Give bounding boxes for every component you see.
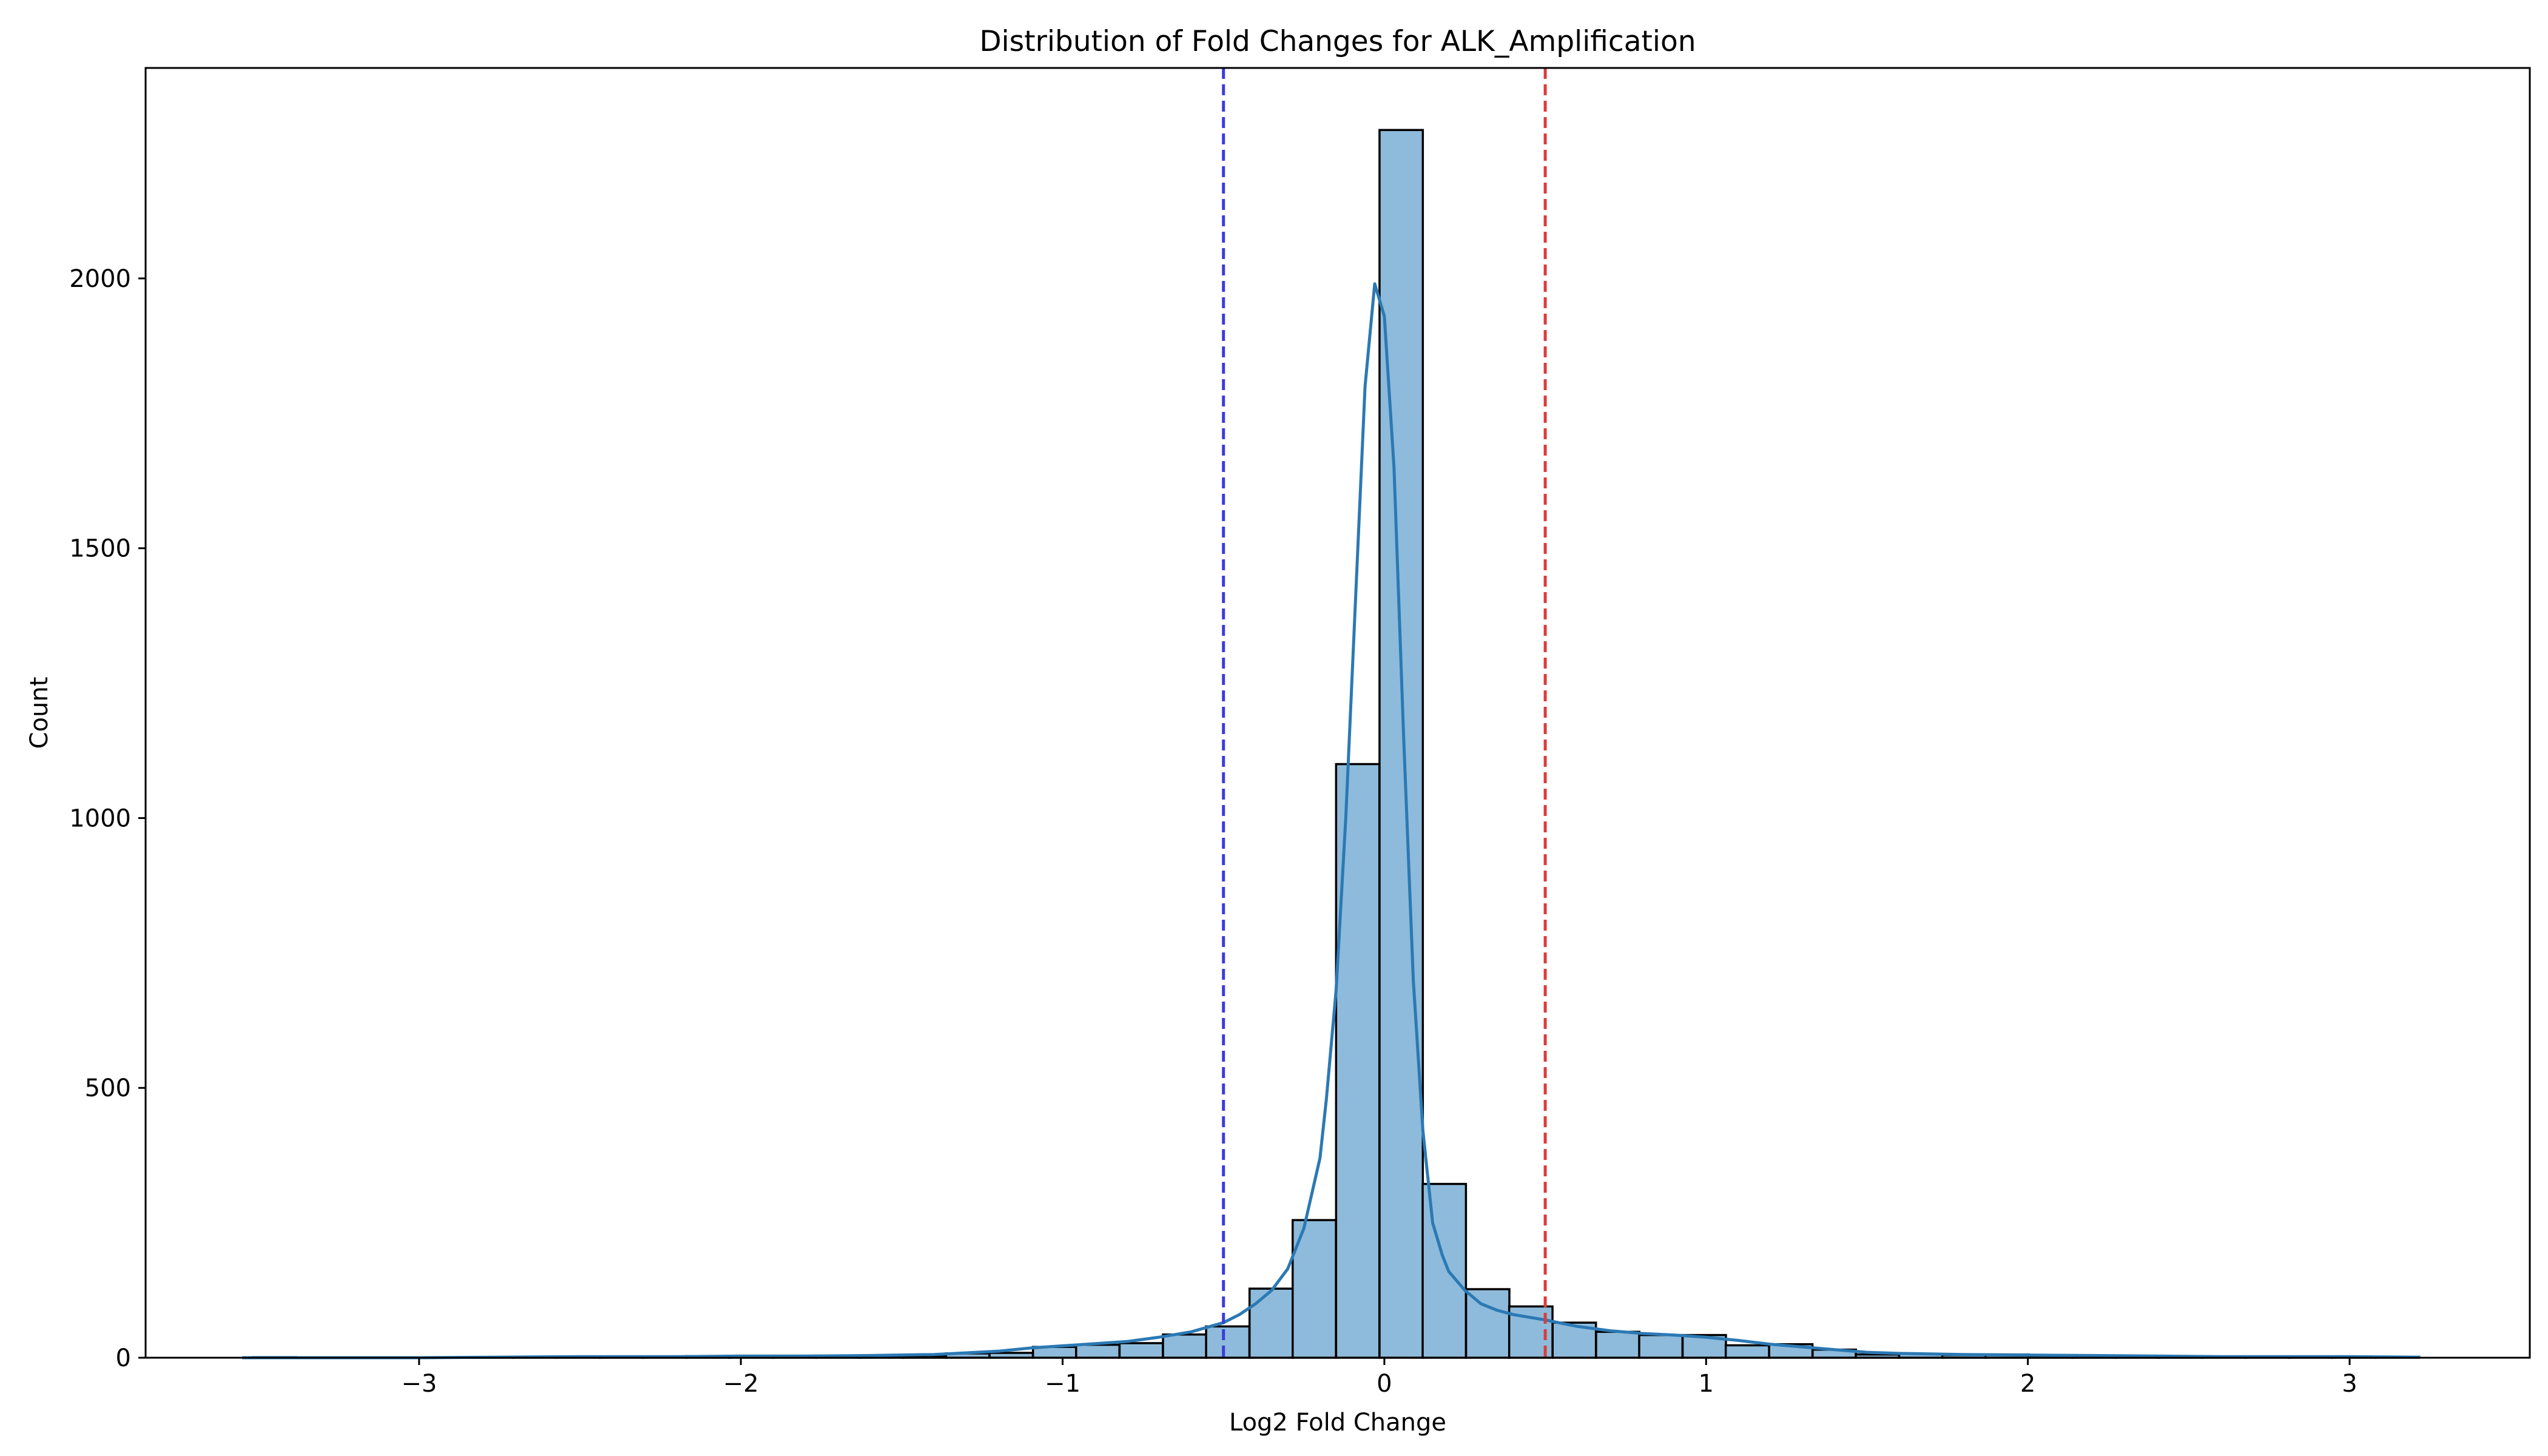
- x-tick-label: 2: [2020, 1370, 2035, 1398]
- x-axis-label: Log2 Fold Change: [1229, 1409, 1446, 1437]
- y-tick-label: 1000: [69, 804, 131, 832]
- histogram-bar: [1248, 1287, 1294, 1359]
- histogram-bar: [1205, 1325, 1251, 1359]
- y-axis: 0 500 1000 1500 2000: [69, 265, 146, 1372]
- histogram-bar: [1162, 1333, 1208, 1359]
- kde-curve: [242, 282, 2421, 1360]
- x-tick-label: −3: [401, 1370, 437, 1398]
- kde-layer: [242, 282, 2421, 1360]
- histogram-bar: [1118, 1342, 1164, 1359]
- y-tick-label: 2000: [69, 265, 131, 293]
- x-tick-label: −1: [1045, 1370, 1080, 1398]
- x-tick-label: 0: [1377, 1370, 1392, 1398]
- histogram-bar: [1421, 1182, 1468, 1359]
- histogram-bar: [1378, 129, 1424, 1359]
- y-tick-label: 500: [85, 1074, 131, 1102]
- histogram-bar: [1638, 1333, 1684, 1359]
- y-tick-label: 0: [116, 1344, 131, 1372]
- x-tick-label: 3: [2342, 1370, 2357, 1398]
- x-axis: −3 −2 −1 0 1 2 3: [401, 1358, 2358, 1398]
- plot-frame: [144, 67, 2531, 1359]
- y-axis-label: Count: [25, 677, 53, 749]
- histogram-bar: [1595, 1330, 1641, 1359]
- y-tick-label: 1500: [69, 535, 131, 563]
- histogram-bar: [1291, 1219, 1337, 1359]
- histogram-bar: [1724, 1344, 1770, 1359]
- threshold-lines: [1222, 68, 1547, 1358]
- chart-title: Distribution of Fold Changes for ALK_Amp…: [979, 25, 1696, 58]
- x-tick-label: 1: [1699, 1370, 1714, 1398]
- histogram-bar: [1464, 1288, 1511, 1359]
- x-tick-label: −2: [723, 1370, 759, 1398]
- histogram-bar: [1075, 1343, 1121, 1359]
